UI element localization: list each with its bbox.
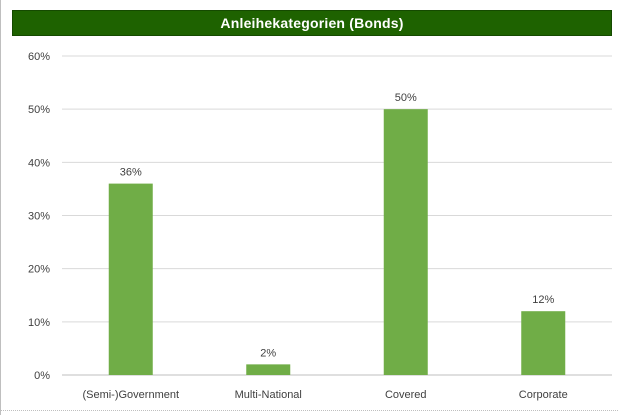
chart-title: Anleihekategorien (Bonds) [220, 15, 404, 31]
y-tick-label: 40% [28, 157, 50, 169]
y-tick-label: 20% [28, 264, 50, 276]
data-label: 50% [395, 92, 417, 104]
y-tick-label: 30% [28, 211, 50, 223]
bar [521, 311, 566, 375]
y-tick-label: 0% [34, 370, 50, 382]
bar [246, 364, 291, 375]
data-label: 2% [260, 347, 276, 359]
x-tick-label: Multi-National [235, 389, 302, 401]
y-tick-label: 60% [28, 51, 50, 63]
x-tick-label: Covered [385, 389, 427, 401]
bar [383, 109, 428, 376]
data-labels: 36% 2% 50% 12% [120, 92, 555, 359]
x-tick-label: Corporate [519, 389, 568, 401]
y-tick-label: 50% [28, 104, 50, 116]
bottom-dotted-border [0, 410, 618, 411]
x-axis-ticks: (Semi-)Government Multi-National Covered Co… [82, 389, 567, 401]
grid-lines [62, 55, 612, 376]
x-tick-label: (Semi-)Government [82, 389, 179, 401]
data-label: 36% [120, 167, 142, 179]
bar [108, 183, 153, 375]
data-label: 12% [532, 294, 554, 306]
y-axis-ticks: 0% 10% 20% 30% 40% 50% 60% [28, 51, 50, 382]
bars [108, 109, 566, 376]
y-tick-label: 10% [28, 317, 50, 329]
chart-title-bar: Anleihekategorien (Bonds) [12, 10, 612, 36]
